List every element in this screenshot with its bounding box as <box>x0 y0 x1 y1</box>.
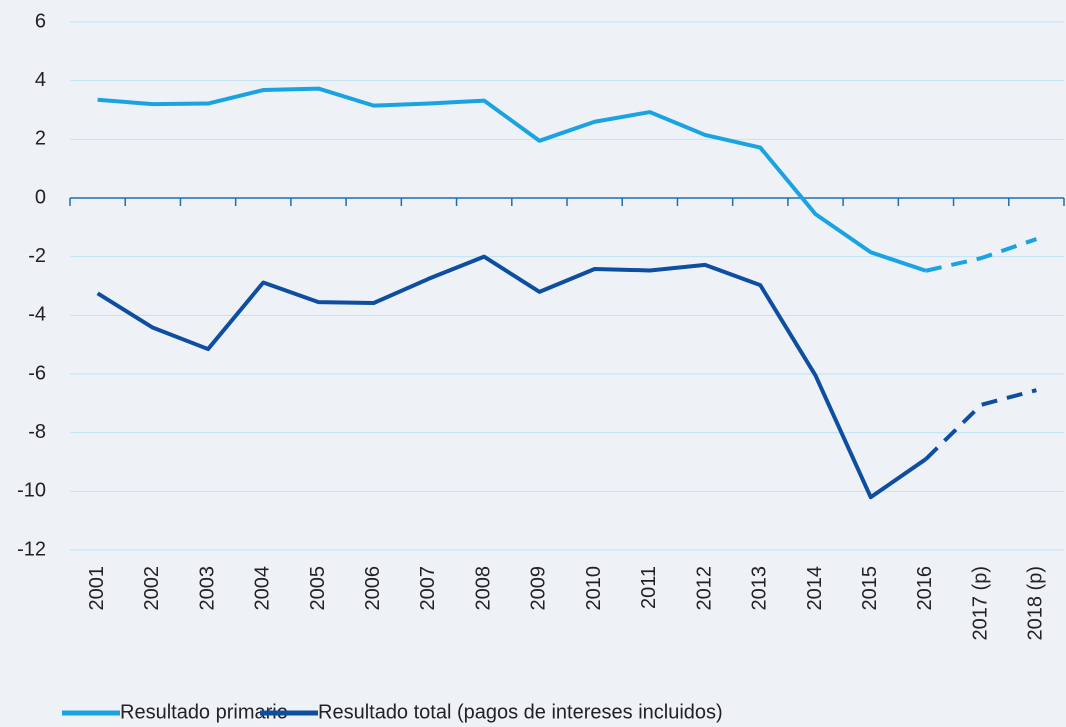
x-tick-label: 2009 <box>528 566 550 611</box>
x-tick-label: 2011 <box>638 566 660 609</box>
y-tick-label: 2 <box>35 128 46 150</box>
x-tick-label: 2016 <box>914 566 936 611</box>
y-tick-label: -8 <box>28 421 46 443</box>
x-tick-label: 2013 <box>749 566 771 611</box>
y-tick-label: 0 <box>35 186 46 208</box>
y-tick-label: -12 <box>17 538 46 560</box>
series-line <box>924 388 1037 461</box>
x-tick-label: 2003 <box>196 566 218 611</box>
series-line <box>925 237 1038 273</box>
y-tick-label: -10 <box>17 480 46 502</box>
legend-label: Resultado primario <box>120 701 288 723</box>
series-line <box>96 254 928 500</box>
x-tick-label: 2001 <box>86 566 108 611</box>
x-tick-label: 2017 (p) <box>969 566 991 641</box>
x-tick-label: 2015 <box>859 566 881 611</box>
y-tick-label: -4 <box>28 304 46 326</box>
x-tick-label: 2006 <box>362 566 384 611</box>
x-tick-label: 2004 <box>252 566 274 611</box>
y-tick-label: 4 <box>35 69 46 91</box>
x-tick-label: 2018 (p) <box>1025 566 1047 641</box>
x-tick-label: 2014 <box>804 566 826 611</box>
x-tick-label: 2007 <box>417 566 439 611</box>
x-tick-label: 2008 <box>472 566 494 611</box>
y-tick-label: -2 <box>28 245 46 267</box>
y-tick-label: -6 <box>28 362 46 384</box>
x-tick-label: 2005 <box>307 566 329 611</box>
legend-label: Resultado total (pagos de intereses incl… <box>318 701 723 723</box>
x-tick-label: 2012 <box>693 566 715 611</box>
x-tick-label: 2002 <box>141 566 163 611</box>
series-line <box>97 86 927 273</box>
y-tick-label: 6 <box>35 10 46 32</box>
x-tick-label: 2010 <box>583 566 605 611</box>
